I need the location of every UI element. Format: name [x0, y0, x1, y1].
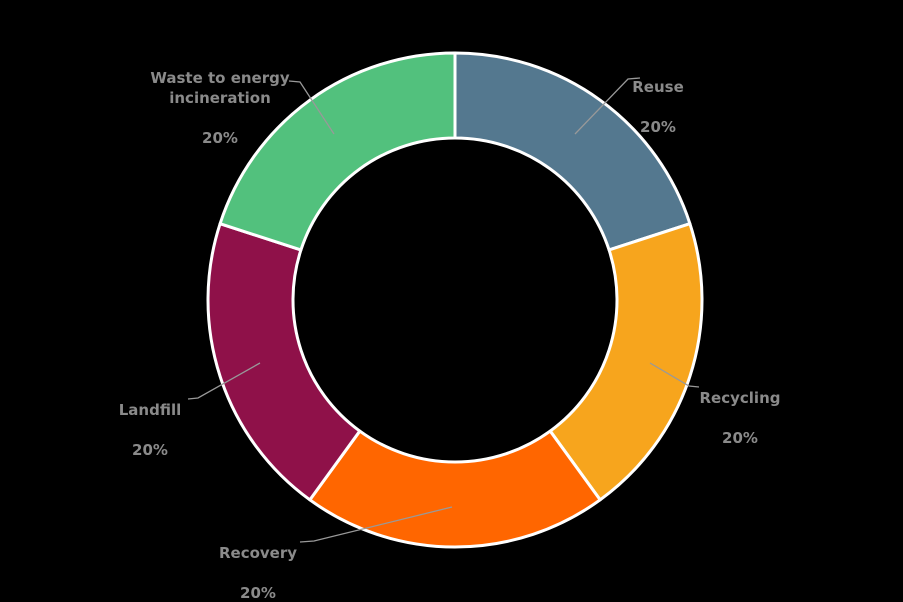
- slice-landfill: [206, 222, 362, 502]
- slice-label-reuse: Reuse 20%: [632, 57, 684, 157]
- leader-line-reuse: [574, 77, 641, 135]
- slice-label-reuse-text: Reuse: [632, 78, 684, 96]
- slice-recovery: [308, 429, 602, 549]
- slice-label-waste-to-energy: Waste to energy incineration 20%: [150, 48, 289, 168]
- slice-label-recovery-text: Recovery: [218, 544, 298, 562]
- slice-label-recovery: Recovery 20%: [219, 523, 297, 602]
- slice-label-recovery-pct: 20%: [240, 584, 276, 602]
- slice-recycling: [548, 222, 704, 502]
- slice-waste-to-energy-incineration: [218, 51, 457, 252]
- slice-label-recycling-text: Recycling: [699, 389, 781, 407]
- slice-label-recycling-pct: 20%: [722, 429, 758, 447]
- slice-label-landfill-pct: 20%: [132, 441, 168, 459]
- slice-label-waste-to-energy-pct: 20%: [202, 129, 238, 147]
- slice-label-landfill: Landfill 20%: [119, 380, 182, 480]
- leader-line-recycling: [649, 362, 700, 388]
- slice-label-reuse-pct: 20%: [640, 118, 676, 136]
- slice-label-landfill-text: Landfill: [118, 401, 182, 419]
- leader-line-waste-to-energy-incineration: [288, 80, 335, 135]
- leader-line-landfill: [187, 362, 261, 400]
- slice-label-recycling: Recycling 20%: [700, 368, 781, 468]
- leader-line-recovery: [299, 506, 453, 543]
- slice-label-waste-to-energy-text: Waste to energy incineration: [150, 69, 290, 107]
